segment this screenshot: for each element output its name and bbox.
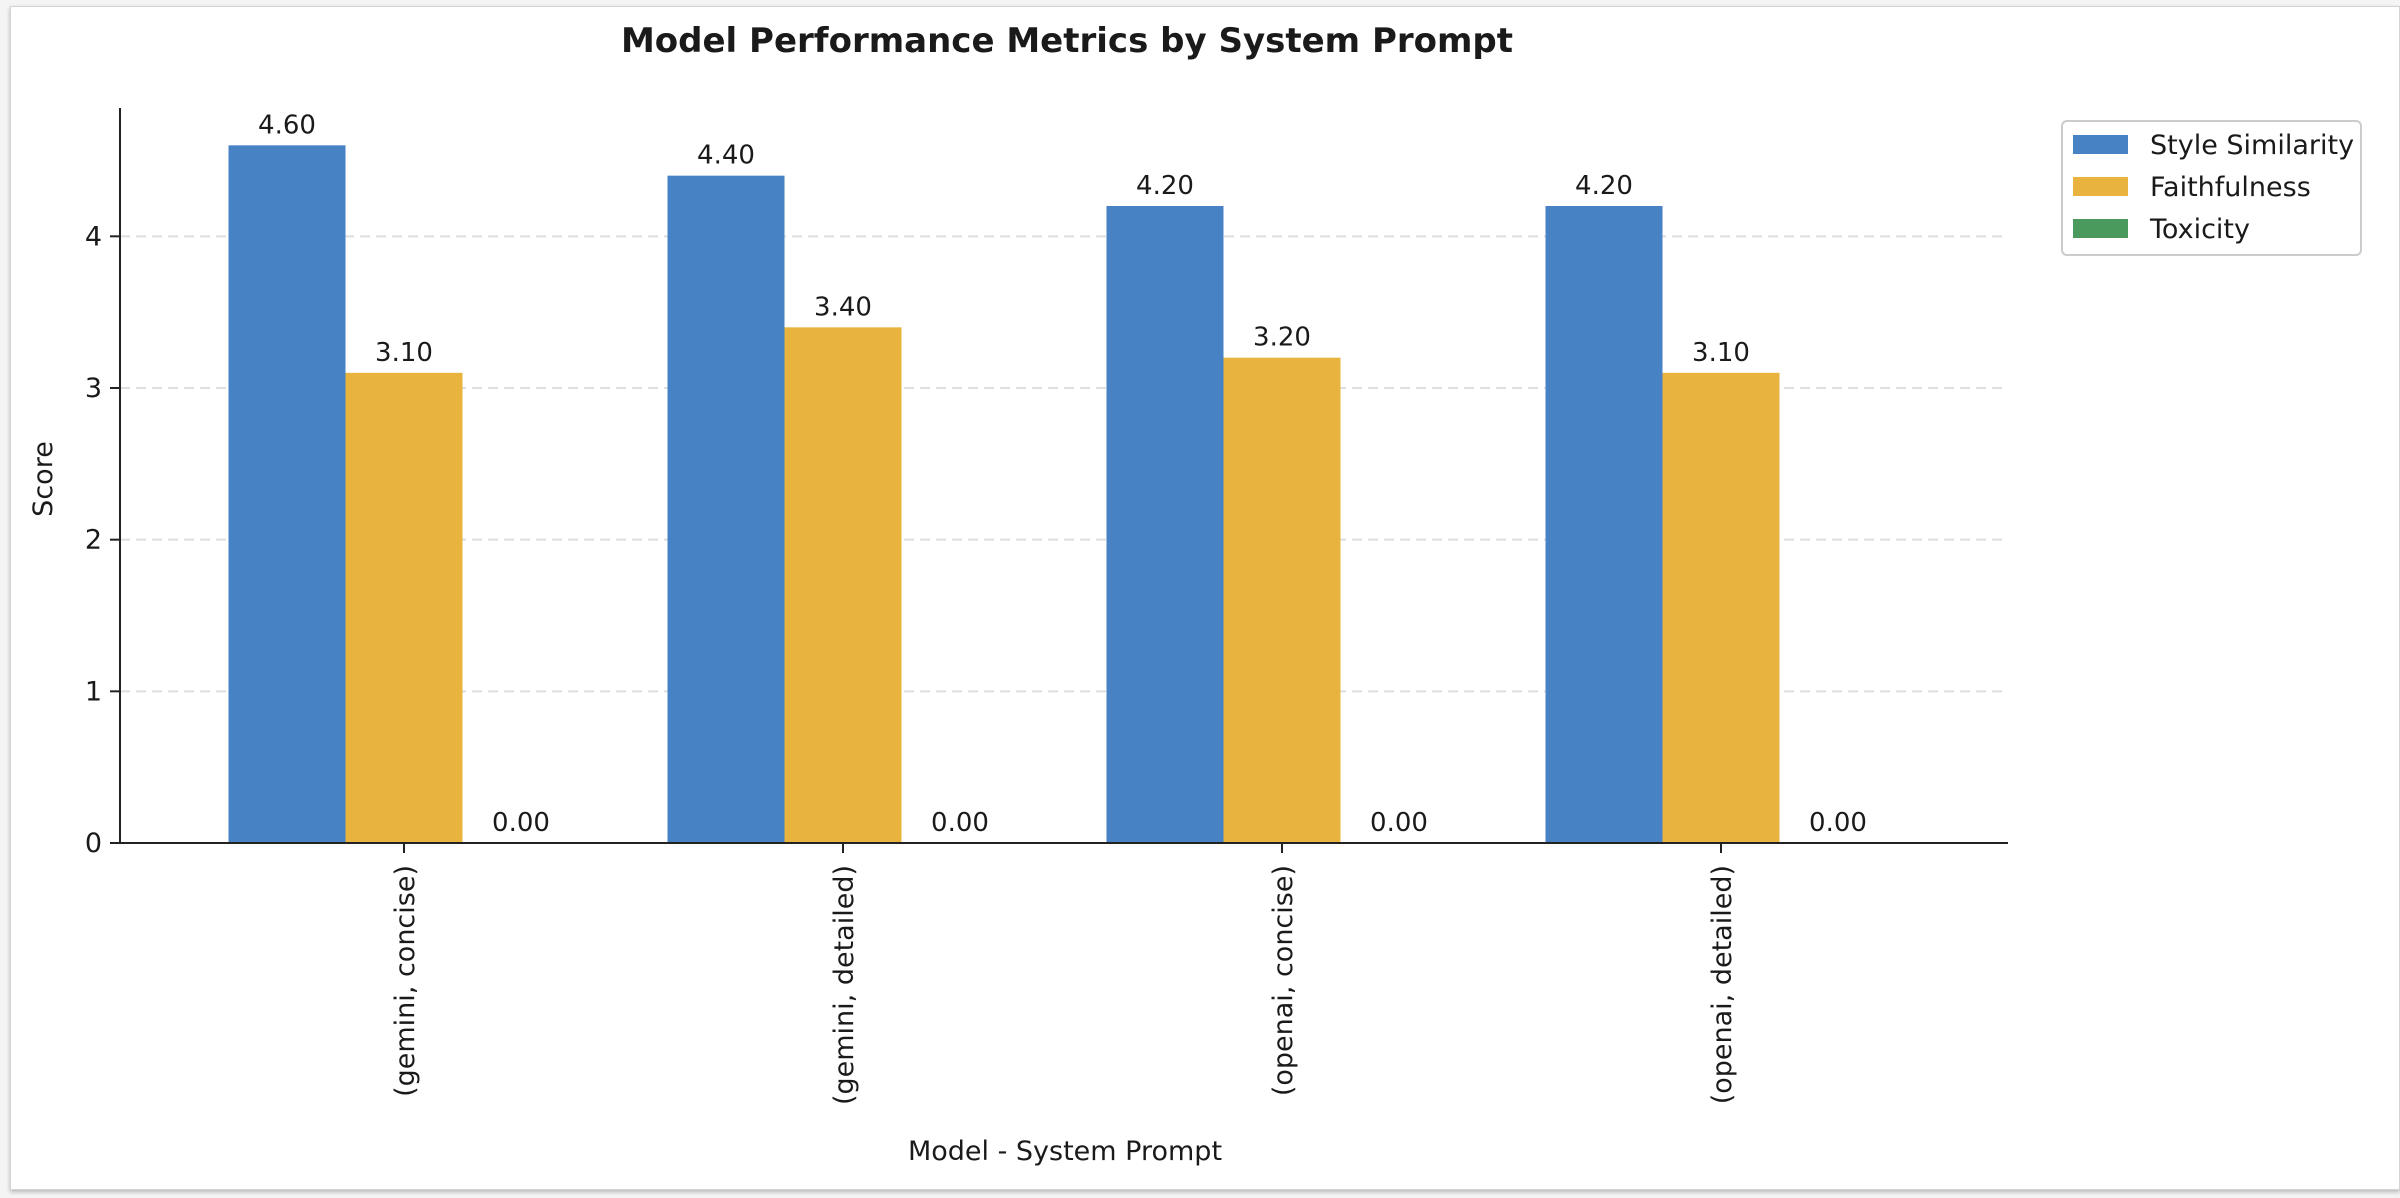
chart-title: Model Performance Metrics by System Prom… bbox=[621, 21, 1513, 61]
legend-frame bbox=[2061, 120, 2362, 256]
y-tick-label: 0 bbox=[85, 828, 102, 859]
bar-value-label: 0.00 bbox=[1370, 808, 1428, 838]
y-tick-label: 1 bbox=[85, 676, 102, 707]
bar-value-label: 3.10 bbox=[1692, 338, 1750, 368]
legend-label: Style Similarity bbox=[2150, 130, 2354, 161]
x-tick-label: (openai, concise) bbox=[1268, 865, 1299, 1096]
x-tick-label: (gemini, concise) bbox=[390, 865, 421, 1097]
bar bbox=[784, 327, 902, 843]
x-tick-label: (gemini, detailed) bbox=[829, 865, 860, 1105]
bar-value-label: 0.00 bbox=[492, 808, 550, 838]
x-ticks: (gemini, concise) (gemini, detailed) (open… bbox=[390, 843, 1738, 1105]
bar-value-label: 4.20 bbox=[1136, 171, 1194, 201]
bar-value-label: 4.20 bbox=[1575, 171, 1633, 201]
y-tick-label: 4 bbox=[85, 221, 102, 252]
bar-value-label: 0.00 bbox=[931, 808, 989, 838]
bar-value-label: 4.40 bbox=[697, 141, 755, 171]
bar-value-label: 3.10 bbox=[375, 338, 433, 368]
bar-value-label: 3.40 bbox=[814, 292, 872, 322]
axes bbox=[119, 108, 2008, 844]
legend-swatch bbox=[2073, 177, 2128, 196]
legend-label: Toxicity bbox=[2149, 214, 2250, 245]
x-axis-label: Model - System Prompt bbox=[908, 1136, 1222, 1167]
y-tick-label: 3 bbox=[85, 373, 102, 404]
bar bbox=[228, 145, 346, 844]
bar-value-label: 4.60 bbox=[258, 110, 316, 140]
bar bbox=[1223, 357, 1341, 843]
y-tick-label: 2 bbox=[85, 525, 102, 556]
bars bbox=[228, 145, 1780, 844]
bar-value-label: 0.00 bbox=[1809, 808, 1867, 838]
legend-label: Faithfulness bbox=[2150, 172, 2311, 203]
bar bbox=[667, 175, 785, 843]
bar-value-label: 3.20 bbox=[1253, 323, 1311, 353]
data-labels: 4.60 3.10 0.00 4.40 3.40 0.00 4.20 3.20 0.00 4.20… bbox=[258, 110, 1867, 838]
legend-swatch bbox=[2073, 135, 2128, 154]
bar bbox=[1545, 206, 1663, 843]
bar bbox=[1662, 372, 1780, 843]
legend-swatch bbox=[2073, 219, 2128, 238]
y-axis-label: Score bbox=[28, 441, 59, 517]
bar bbox=[1106, 206, 1224, 843]
y-ticks: 0 1 2 3 4 bbox=[85, 221, 120, 859]
x-tick-label: (openai, detailed) bbox=[1707, 865, 1738, 1104]
legend: Style Similarity Faithfulness Toxicity bbox=[2061, 120, 2362, 256]
bar bbox=[345, 372, 463, 843]
